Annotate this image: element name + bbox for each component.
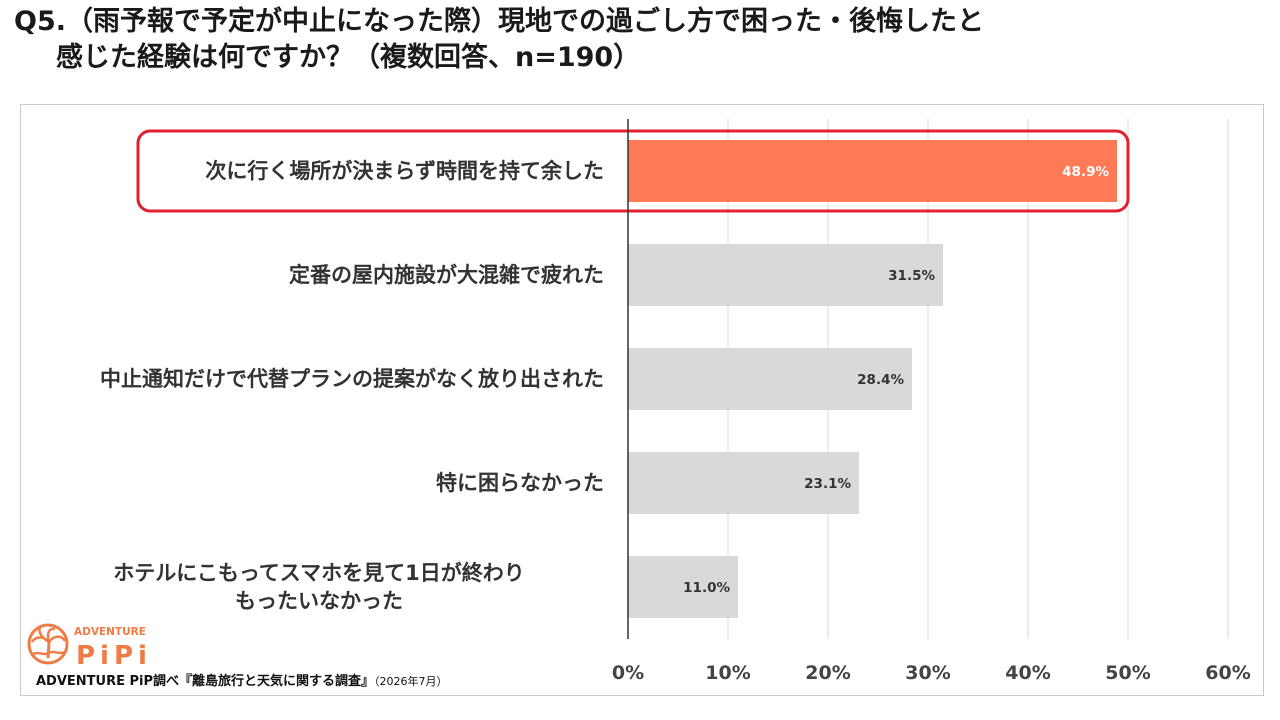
- chart-frame: 0% 10% 20% 30% 40% 50% 60% 48.9% 次に行く場所が決まらず時間を持…: [20, 104, 1264, 696]
- data-label: 11.0%: [683, 580, 730, 596]
- x-tick-label: 20%: [805, 662, 850, 684]
- bar: [628, 140, 1117, 202]
- data-label: 48.9%: [1062, 164, 1109, 180]
- bar: [628, 244, 943, 306]
- category-label: 中止通知だけで代替プランの提案がなく放り出された: [100, 367, 604, 391]
- category-label: 次に行く場所が決まらず時間を持て余した: [205, 159, 604, 183]
- palm-sun-icon: [27, 623, 69, 665]
- data-label: 28.4%: [857, 372, 904, 388]
- source-credit: ADVENTURE PiP調べ『離島旅行と天気に関する調査』（2026年7月）: [36, 670, 448, 689]
- x-tick-label: 0%: [612, 662, 644, 684]
- bar-chart: 0% 10% 20% 30% 40% 50% 60% 48.9% 次に行く場所が決まらず時間を持…: [100, 119, 1251, 684]
- x-tick-label: 40%: [1005, 662, 1050, 684]
- bar: [628, 348, 912, 410]
- logo-word: ADVENTURE: [74, 626, 146, 638]
- title-line-1: Q5.（雨予報で予定が中止になった際）現地での過ごし方で困った・後悔したと: [14, 6, 984, 37]
- category-label: ホテルにこもってスマホを見て1日が終わり: [113, 561, 525, 585]
- category-label: 特に困らなかった: [436, 471, 604, 495]
- source-text: ADVENTURE PiP調べ『離島旅行と天気に関する調査』: [36, 674, 375, 689]
- source-date: （2026年7月）: [374, 675, 448, 688]
- brand-logo: ADVENTURE PiPi: [27, 623, 152, 670]
- data-label: 23.1%: [804, 476, 851, 492]
- x-tick-label: 10%: [705, 662, 750, 684]
- page-title: Q5.（雨予報で予定が中止になった際）現地での過ごし方で困った・後悔したと 感じ…: [14, 4, 1264, 76]
- x-tick-label: 50%: [1105, 662, 1150, 684]
- x-tick-label: 60%: [1205, 662, 1250, 684]
- bar: [628, 556, 738, 618]
- data-label: 31.5%: [888, 268, 935, 284]
- highlight-box: [136, 129, 1130, 213]
- logo-mark: PiPi: [76, 641, 152, 670]
- bar: [628, 452, 859, 514]
- category-label: 定番の屋内施設が大混雑で疲れた: [289, 263, 604, 287]
- title-line-2: 感じた経験は何ですか？（複数回答、n=190）: [56, 42, 641, 73]
- category-label: もったいなかった: [235, 589, 403, 613]
- x-tick-label: 30%: [905, 662, 950, 684]
